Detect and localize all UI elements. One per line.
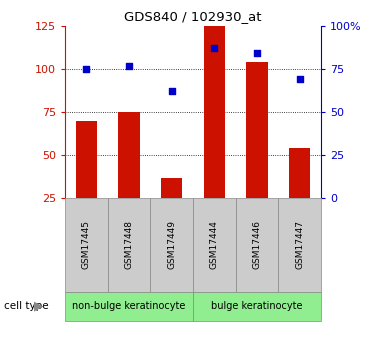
Text: ▶: ▶: [34, 300, 44, 313]
Bar: [150, 198, 193, 292]
Bar: [65, 198, 108, 292]
Bar: [236, 198, 278, 292]
Bar: [193, 198, 236, 292]
Point: [211, 46, 217, 51]
Bar: [108, 198, 150, 292]
Bar: [204, 26, 225, 198]
Point: [297, 77, 303, 82]
Bar: [289, 148, 310, 198]
Title: GDS840 / 102930_at: GDS840 / 102930_at: [124, 10, 262, 23]
Bar: [193, 292, 321, 321]
Text: GSM17447: GSM17447: [295, 220, 304, 269]
Text: non-bulge keratinocyte: non-bulge keratinocyte: [72, 301, 186, 311]
Bar: [76, 121, 97, 198]
Text: GSM17445: GSM17445: [82, 220, 91, 269]
Point: [126, 63, 132, 68]
Bar: [246, 62, 267, 198]
Bar: [161, 178, 182, 198]
Text: cell type: cell type: [4, 301, 48, 311]
Text: GSM17444: GSM17444: [210, 220, 219, 269]
Text: GSM17446: GSM17446: [252, 220, 262, 269]
Text: GSM17448: GSM17448: [124, 220, 134, 269]
Point: [168, 89, 174, 94]
Text: GSM17449: GSM17449: [167, 220, 176, 269]
Bar: [65, 292, 193, 321]
Bar: [118, 112, 139, 198]
Point: [254, 51, 260, 56]
Point: [83, 66, 89, 72]
Text: bulge keratinocyte: bulge keratinocyte: [211, 301, 303, 311]
Bar: [278, 198, 321, 292]
